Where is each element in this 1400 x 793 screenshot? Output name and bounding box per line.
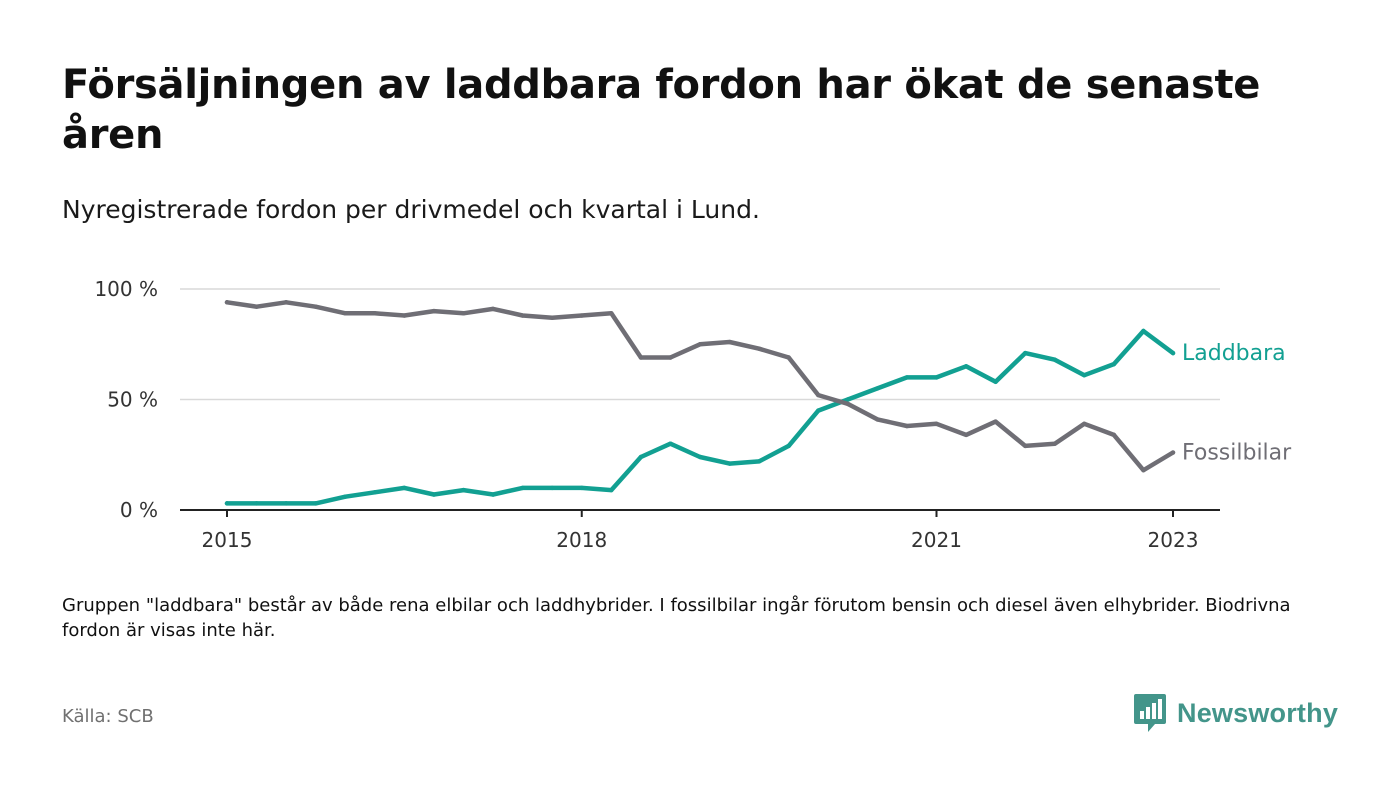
data-point-laddbara	[816, 408, 821, 413]
data-point-fossilbilar	[963, 432, 969, 438]
data-point-fossilbilar	[343, 311, 348, 316]
y-axis-ticks: 0 % 50 % 100 %	[94, 277, 158, 522]
series-line-laddbara	[224, 328, 1176, 506]
chart-subtitle: Nyregistrerade fordon per drivmedel och …	[62, 195, 760, 224]
data-point-laddbara	[1022, 350, 1028, 356]
x-tick-label-2023: 2023	[1148, 528, 1199, 552]
data-point-fossilbilar	[224, 300, 230, 305]
data-point-laddbara	[609, 487, 614, 493]
bar-chart-speech-bubble-icon	[1134, 694, 1166, 732]
data-point-fossilbilar	[668, 355, 673, 360]
series-label-laddbara: Laddbara	[1182, 341, 1286, 366]
data-point-fossilbilar	[1082, 421, 1087, 427]
data-point-fossilbilar	[816, 392, 821, 398]
series-labels: Laddbara Fossilbilar	[1182, 341, 1292, 465]
data-point-fossilbilar	[461, 311, 466, 316]
data-point-laddbara	[904, 375, 910, 380]
data-point-laddbara	[934, 375, 939, 380]
data-point-laddbara	[668, 441, 673, 446]
footnote: Gruppen "laddbara" består av både rena e…	[62, 595, 1291, 641]
data-point-fossilbilar	[549, 315, 555, 320]
data-point-fossilbilar	[786, 355, 791, 360]
data-point-fossilbilar	[875, 417, 880, 422]
series-label-fossilbilar: Fossilbilar	[1182, 441, 1292, 466]
series-line-fossilbilar	[224, 300, 1176, 473]
data-point-fossilbilar	[490, 306, 496, 312]
data-point-laddbara	[1170, 350, 1176, 356]
x-tick-label-2021: 2021	[911, 528, 962, 552]
data-point-fossilbilar	[1052, 441, 1057, 446]
data-point-laddbara	[993, 379, 998, 385]
y-tick-label-100: 100 %	[94, 277, 158, 301]
data-point-fossilbilar	[1170, 450, 1176, 455]
series-laddbara	[224, 328, 1176, 506]
y-tick-label-0: 0 %	[120, 498, 158, 522]
line-chart: 0 % 50 % 100 % 2015 2018 2021 2023 Laddbara Fo…	[94, 277, 1292, 552]
data-point-fossilbilar	[520, 313, 525, 318]
data-point-fossilbilar	[283, 300, 289, 305]
brand-name: Newsworthy	[1177, 697, 1339, 728]
data-point-laddbara	[579, 485, 584, 491]
data-point-fossilbilar	[904, 423, 910, 429]
data-point-fossilbilar	[756, 346, 762, 351]
data-point-fossilbilar	[372, 311, 378, 316]
data-point-fossilbilar	[845, 401, 851, 407]
data-point-fossilbilar	[727, 339, 732, 345]
series-lines	[224, 300, 1176, 506]
data-point-laddbara	[490, 492, 496, 497]
data-point-fossilbilar	[697, 342, 703, 347]
data-point-laddbara	[786, 443, 791, 449]
data-point-laddbara	[875, 386, 880, 391]
data-point-laddbara	[963, 364, 969, 369]
data-point-laddbara	[727, 461, 732, 466]
source-credit: Källa: SCB	[62, 706, 154, 727]
data-point-laddbara	[224, 501, 230, 506]
data-point-laddbara	[697, 454, 703, 460]
data-point-fossilbilar	[1111, 432, 1117, 438]
data-point-laddbara	[845, 397, 851, 402]
data-point-laddbara	[461, 487, 466, 493]
data-point-laddbara	[549, 485, 555, 491]
data-point-fossilbilar	[402, 313, 407, 318]
data-point-laddbara	[756, 459, 762, 464]
data-point-laddbara	[313, 501, 318, 506]
chart-title: Försäljningen av laddbara fordon har öka…	[62, 62, 1261, 158]
data-point-fossilbilar	[609, 311, 614, 316]
data-point-laddbara	[402, 485, 407, 491]
data-point-laddbara	[1111, 361, 1117, 367]
x-tick-label-2018: 2018	[556, 528, 607, 552]
x-axis: 2015 2018 2021 2023	[180, 509, 1220, 552]
y-tick-label-50: 50 %	[107, 388, 158, 412]
data-point-fossilbilar	[313, 304, 318, 309]
series-fossilbilar	[224, 300, 1176, 473]
data-point-fossilbilar	[993, 419, 998, 424]
data-point-fossilbilar	[1141, 468, 1146, 473]
data-point-fossilbilar	[431, 308, 437, 314]
data-point-fossilbilar	[934, 421, 939, 427]
data-point-laddbara	[1052, 357, 1057, 362]
data-point-fossilbilar	[254, 304, 259, 309]
data-point-laddbara	[431, 492, 437, 497]
data-point-fossilbilar	[579, 313, 584, 318]
data-point-laddbara	[638, 454, 644, 460]
data-point-laddbara	[1082, 372, 1087, 378]
data-point-laddbara	[520, 485, 525, 491]
gridlines	[180, 288, 1220, 401]
x-tick-label-2015: 2015	[202, 528, 253, 552]
data-point-fossilbilar	[638, 355, 644, 360]
data-point-laddbara	[1141, 328, 1146, 334]
data-point-laddbara	[343, 494, 348, 499]
data-point-laddbara	[372, 490, 378, 495]
data-point-laddbara	[254, 501, 259, 506]
data-point-laddbara	[283, 501, 289, 506]
brand-logo: Newsworthy	[1133, 692, 1338, 734]
data-point-fossilbilar	[1022, 443, 1028, 449]
